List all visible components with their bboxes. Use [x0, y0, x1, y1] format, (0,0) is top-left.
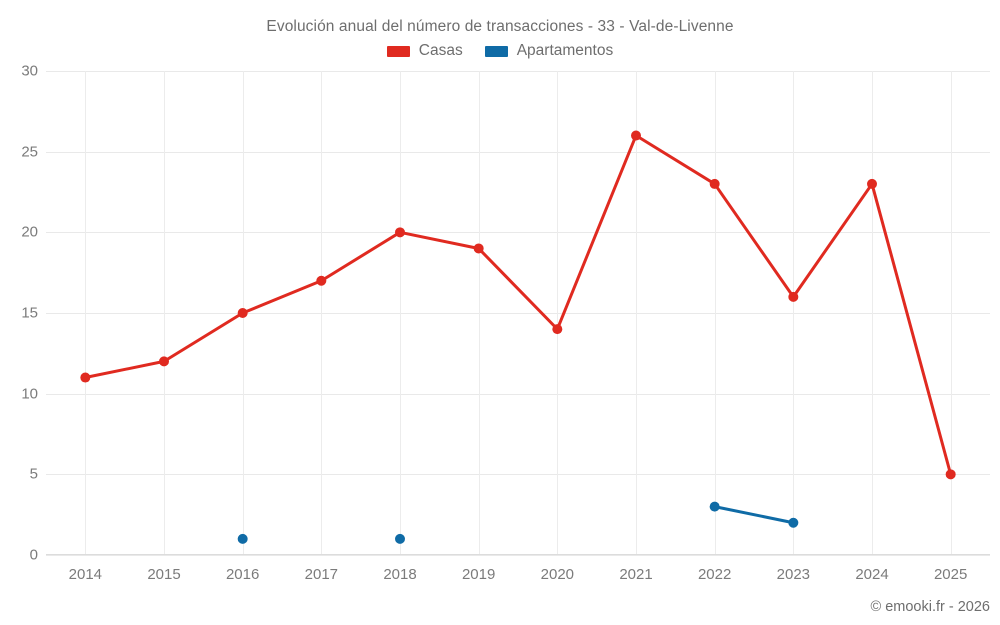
- data-point[interactable]: [473, 243, 484, 254]
- gridline-vertical: [636, 71, 637, 555]
- legend-item-casas[interactable]: Casas: [386, 42, 463, 60]
- x-axis-tick-label: 2014: [68, 566, 103, 583]
- data-point[interactable]: [237, 308, 248, 318]
- x-axis-tick-label: 2019: [461, 566, 496, 583]
- legend-label-apartamentos: Apartamentos: [516, 42, 614, 59]
- data-point[interactable]: [709, 501, 720, 512]
- data-point[interactable]: [631, 130, 641, 141]
- y-axis-tick-label: 30: [21, 62, 38, 80]
- legend-swatch-apartamentos: [484, 45, 508, 57]
- x-axis-tick-label: 2024: [855, 566, 889, 583]
- data-point[interactable]: [80, 372, 91, 383]
- gridline-vertical: [714, 71, 716, 555]
- data-point[interactable]: [945, 469, 956, 480]
- y-axis-tick-label: 15: [21, 304, 38, 322]
- gridline-horizontal: [46, 393, 990, 395]
- data-point[interactable]: [867, 178, 877, 189]
- x-axis-tick-label: 2016: [225, 566, 260, 583]
- y-axis-tick-label: 25: [21, 143, 38, 161]
- gridline-vertical: [85, 71, 87, 555]
- y-axis-tick-label: 0: [29, 546, 38, 564]
- x-axis-tick-label: 2023: [776, 566, 811, 583]
- gridline-vertical: [321, 71, 323, 555]
- data-point[interactable]: [395, 533, 405, 544]
- legend-label-casas: Casas: [418, 42, 463, 59]
- gridline-horizontal: [46, 555, 990, 556]
- series-line: [713, 505, 795, 525]
- x-axis-tick-label: 2017: [304, 566, 339, 583]
- gridline-vertical: [478, 71, 480, 555]
- data-point[interactable]: [159, 356, 169, 367]
- chart-legend: Casas Apartamentos: [0, 42, 1000, 60]
- data-point[interactable]: [788, 517, 799, 528]
- gridline-vertical: [400, 71, 401, 555]
- series-line: [83, 134, 953, 476]
- data-point[interactable]: [316, 275, 327, 286]
- gridline-vertical: [793, 71, 795, 555]
- x-axis-tick-label: 2025: [933, 566, 968, 583]
- gridline-horizontal: [46, 151, 990, 153]
- gridline-vertical: [872, 71, 873, 555]
- x-axis-tick-label: 2018: [383, 566, 417, 583]
- data-point[interactable]: [709, 178, 720, 189]
- data-point[interactable]: [237, 533, 248, 544]
- y-axis-tick-label: 20: [21, 223, 38, 241]
- data-point[interactable]: [788, 291, 799, 302]
- data-point[interactable]: [552, 324, 563, 335]
- gridline-vertical: [164, 71, 165, 555]
- gridline-horizontal: [46, 474, 990, 476]
- footer-credit: © emooki.fr - 2026: [870, 599, 990, 615]
- y-axis-tick-label: 5: [29, 465, 38, 483]
- legend-swatch-casas: [386, 45, 410, 57]
- series-layer: [80, 130, 956, 544]
- gridline-vertical: [557, 71, 559, 555]
- x-axis-tick-label: 2022: [697, 566, 732, 583]
- chart-title: Evolución anual del número de transaccio…: [266, 18, 734, 35]
- y-axis-tick-label: 10: [21, 385, 38, 403]
- gridline-horizontal: [46, 71, 990, 72]
- data-point[interactable]: [395, 227, 405, 238]
- gridline-vertical: [950, 71, 952, 555]
- x-axis-tick-label: 2021: [619, 566, 653, 583]
- x-axis-tick-label: 2020: [540, 566, 575, 583]
- axis-baseline: [46, 554, 990, 555]
- legend-item-apartamentos[interactable]: Apartamentos: [484, 42, 614, 60]
- gridline-horizontal: [46, 313, 990, 314]
- plot-area: [46, 71, 990, 556]
- x-axis-tick-label: 2015: [147, 566, 181, 583]
- gridline-horizontal: [46, 232, 990, 234]
